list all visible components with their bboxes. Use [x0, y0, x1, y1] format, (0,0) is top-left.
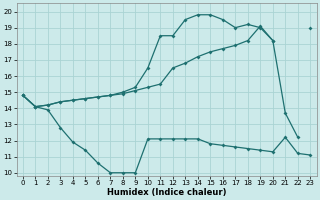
X-axis label: Humidex (Indice chaleur): Humidex (Indice chaleur)	[107, 188, 226, 197]
